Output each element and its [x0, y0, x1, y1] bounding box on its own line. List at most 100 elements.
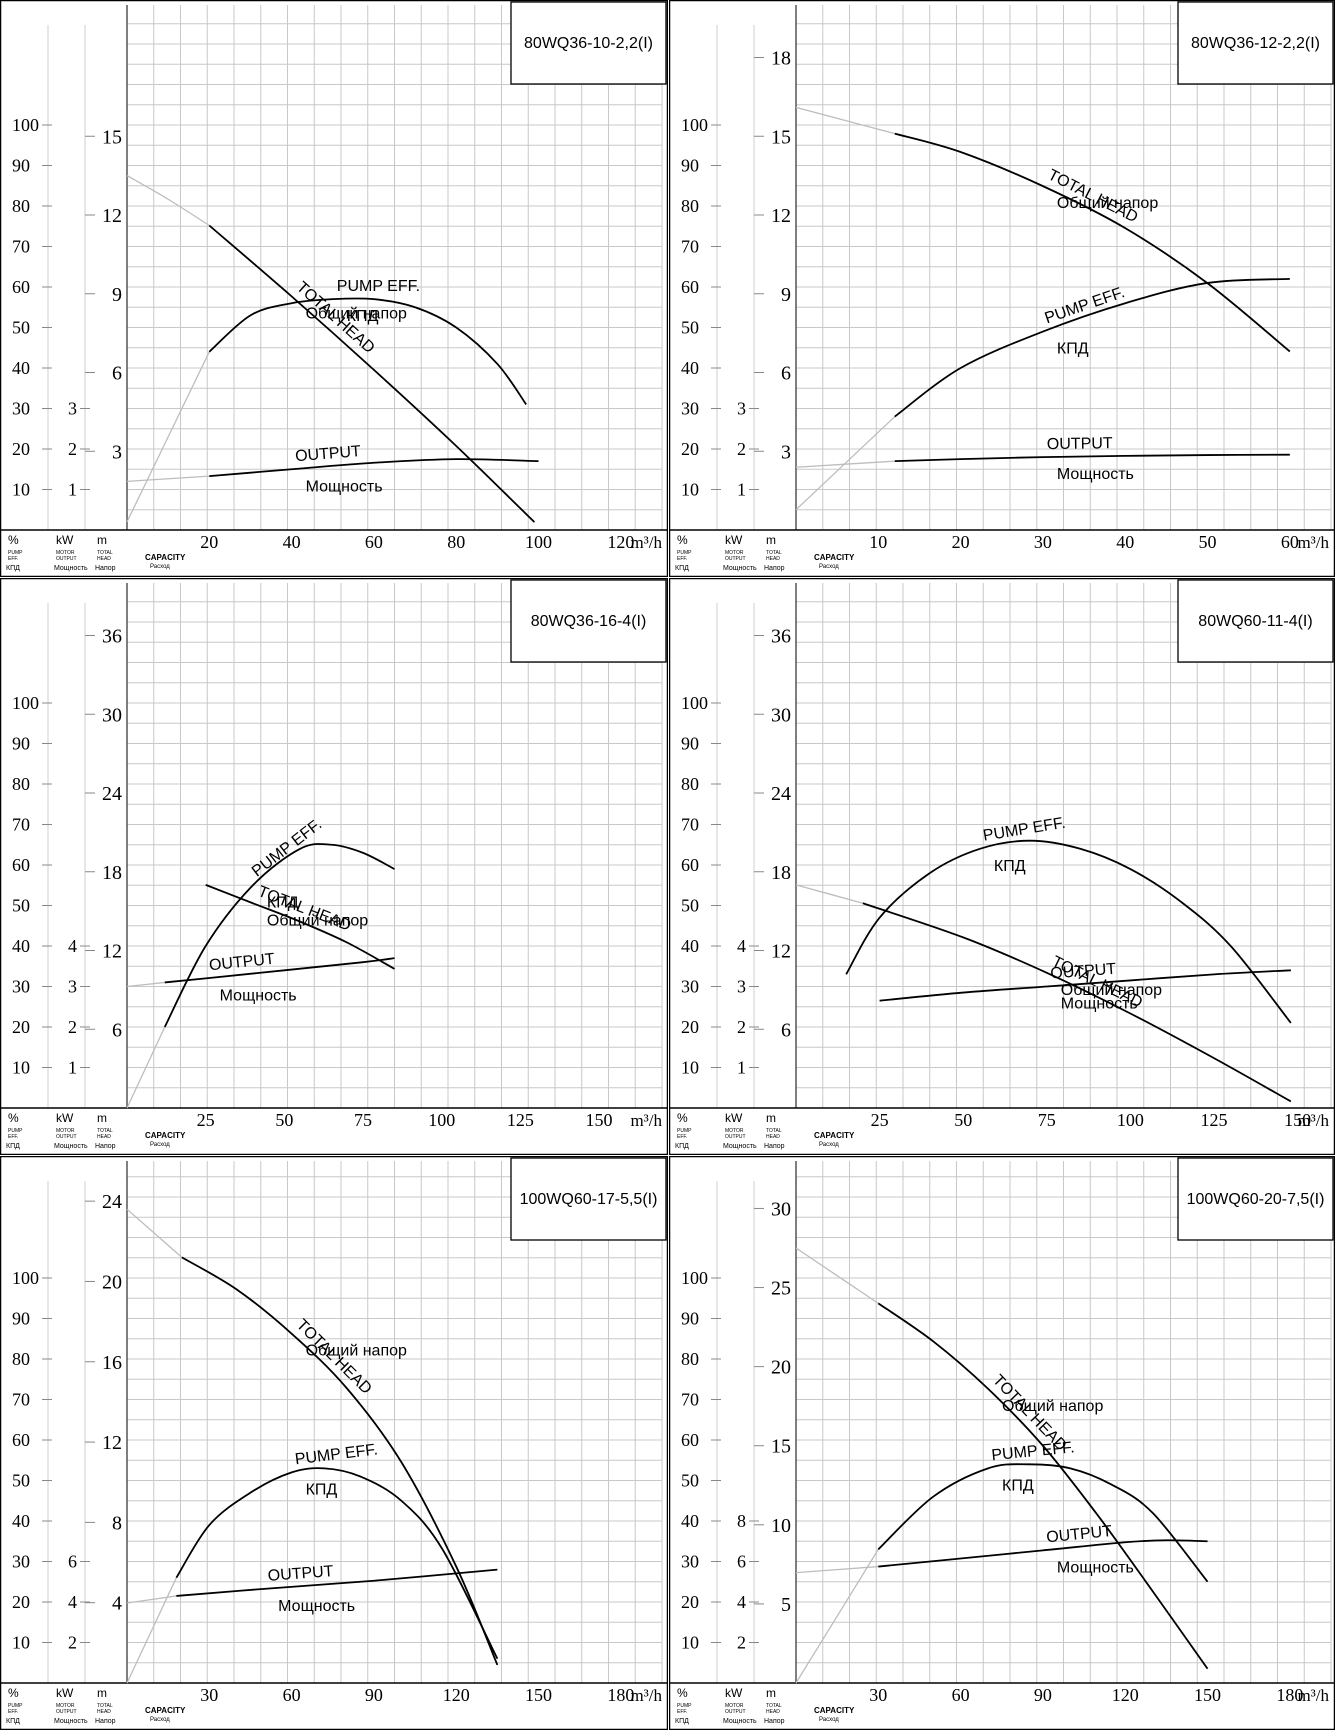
eff-tick-label: 90	[12, 734, 30, 754]
svg-text:OUTPUT: OUTPUT	[725, 1709, 746, 1715]
eff-tick-label: 80	[12, 1349, 30, 1369]
eff-tick-label: 100	[12, 115, 39, 135]
output-extrapolation	[126, 475, 210, 483]
power-tick-label: 1	[68, 1058, 77, 1078]
eff-tick-label: 30	[681, 977, 699, 997]
eff-tick-label: 20	[12, 1017, 30, 1037]
eff-tick-label: 50	[12, 896, 30, 916]
pump-eff-label-ru: КПД	[347, 308, 379, 325]
head-tick-label: 20	[102, 1271, 122, 1293]
x-tick-label: 150	[1194, 1685, 1221, 1705]
svg-text:PUMP: PUMP	[677, 550, 692, 556]
svg-text:Расход: Расход	[819, 564, 839, 570]
model-title: 80WQ60-11-4(I)	[1198, 613, 1312, 630]
power-tick-label: 4	[737, 936, 746, 956]
svg-text:CAPACITY: CAPACITY	[814, 553, 855, 562]
svg-text:Расход: Расход	[819, 1717, 839, 1723]
svg-text:OUTPUT: OUTPUT	[725, 556, 746, 562]
svg-text:MOTOR: MOTOR	[725, 1128, 744, 1134]
head-tick-label: 6	[112, 363, 122, 385]
pump-eff-curve	[894, 278, 1290, 418]
power-tick-label: 3	[737, 399, 746, 419]
total-head-label-ru: Общий напор	[1061, 982, 1162, 999]
svg-text:m: m	[97, 533, 107, 547]
svg-text:m: m	[766, 1111, 776, 1125]
panel-border	[0, 0, 668, 577]
svg-text:kW: kW	[725, 533, 743, 547]
svg-text:%: %	[8, 533, 19, 547]
eff-tick-label: 90	[12, 1309, 30, 1329]
model-title: 100WQ60-20-7,5(I)	[1187, 1191, 1325, 1208]
output-curve	[176, 1568, 498, 1597]
total-head-extrapolation	[795, 1247, 879, 1304]
svg-text:HEAD: HEAD	[766, 1709, 780, 1715]
eff-tick-label: 60	[12, 855, 30, 875]
power-tick-label: 3	[737, 977, 746, 997]
power-tick-label: 1	[68, 480, 77, 500]
x-tick-label: 25	[197, 1110, 215, 1130]
svg-text:PUMP: PUMP	[8, 1703, 23, 1709]
pump-chart-4: 80WQ60-11-4(I)10203040506070809010012346…	[669, 578, 1335, 1155]
x-tick-label: 40	[1116, 532, 1134, 552]
model-title-box	[1177, 579, 1334, 663]
svg-text:MOTOR: MOTOR	[56, 1128, 75, 1134]
power-tick-label: 2	[737, 439, 746, 459]
flow-unit-label: m³/h	[630, 1111, 662, 1130]
svg-text:Расход: Расход	[150, 1717, 170, 1723]
pump-eff-extrapolation	[126, 1577, 177, 1684]
pump-eff-label-ru: КПД	[1002, 1477, 1034, 1494]
capacity-caption: CAPACITY Расход	[145, 1131, 186, 1148]
capacity-caption: CAPACITY Расход	[814, 1131, 855, 1148]
svg-text:TOTAL: TOTAL	[766, 1128, 782, 1134]
eff-tick-label: 60	[12, 1430, 30, 1450]
eff-tick-label: 100	[681, 1268, 708, 1288]
eff-tick-label: 50	[12, 1471, 30, 1491]
eff-tick-label: 60	[681, 855, 699, 875]
total-head-label-ru: Общий напор	[1057, 195, 1158, 212]
x-tick-label: 125	[1200, 1110, 1227, 1130]
svg-text:Напор: Напор	[95, 565, 116, 572]
x-tick-label: 120	[1112, 1685, 1139, 1705]
eff-tick-label: 80	[681, 1349, 699, 1369]
flow-unit-label: m³/h	[1297, 1686, 1329, 1705]
svg-text:Расход: Расход	[819, 1142, 839, 1148]
head-tick-label: 10	[771, 1515, 791, 1537]
head-tick-label: 30	[102, 704, 122, 726]
head-tick-label: 6	[781, 363, 791, 385]
x-tick-label: 40	[283, 532, 301, 552]
svg-text:m: m	[97, 1686, 107, 1700]
x-tick-label: 20	[952, 532, 970, 552]
output-curve	[894, 453, 1290, 463]
eff-tick-label: 60	[681, 277, 699, 297]
eff-tick-label: 10	[681, 1633, 699, 1653]
svg-text:TOTAL: TOTAL	[97, 1128, 113, 1134]
svg-text:kW: kW	[725, 1686, 743, 1700]
head-tick-label: 6	[112, 1019, 122, 1041]
eff-tick-label: 40	[681, 1511, 699, 1531]
svg-text:TOTAL: TOTAL	[766, 550, 782, 556]
eff-tick-label: 10	[12, 480, 30, 500]
total-head-curve	[181, 1256, 499, 1666]
head-tick-label: 18	[771, 862, 791, 884]
total-head-label-ru: Общий напор	[306, 305, 407, 322]
pump-chart-3: 80WQ36-16-4(I)10203040506070809010012346…	[0, 578, 668, 1155]
eff-tick-label: 40	[681, 936, 699, 956]
pump-eff-extrapolation	[126, 351, 210, 523]
eff-tick-label: 30	[12, 399, 30, 419]
pump-eff-label-ru: КПД	[267, 894, 299, 911]
power-tick-label: 3	[68, 399, 77, 419]
eff-tick-label: 100	[681, 693, 708, 713]
svg-text:OUTPUT: OUTPUT	[725, 1134, 746, 1140]
output-label: OUTPUT	[1046, 1523, 1113, 1546]
eff-tick-label: 40	[681, 358, 699, 378]
head-tick-label: 12	[102, 1432, 122, 1454]
power-tick-label: 2	[68, 1633, 77, 1653]
model-title: 100WQ60-17-5,5(I)	[520, 1191, 658, 1208]
